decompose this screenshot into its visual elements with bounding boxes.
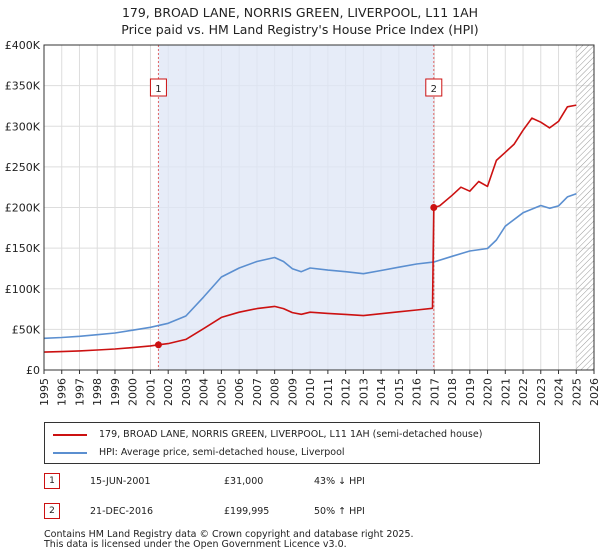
x-tick-label: 2024 <box>553 378 566 406</box>
y-tick-label: £300K <box>5 120 41 133</box>
x-tick-label: 1997 <box>73 378 86 406</box>
x-tick-label: 2003 <box>180 378 193 406</box>
sale-badge-2: 2 <box>44 503 60 519</box>
x-tick-label: 2006 <box>233 378 246 406</box>
footer-copyright: Contains HM Land Registry data © Crown c… <box>44 529 414 540</box>
footer-licence: This data is licensed under the Open Gov… <box>44 539 347 550</box>
sale-label-text: 2 <box>431 84 437 95</box>
hpi-line <box>43 192 577 340</box>
sale-badge-1: 1 <box>44 473 60 489</box>
y-tick-label: £350K <box>5 80 41 93</box>
chart-subtitle: Price paid vs. HM Land Registry's House … <box>121 22 479 37</box>
x-tick-label: 2023 <box>535 378 548 406</box>
x-tick-label: 2012 <box>340 378 353 406</box>
x-tick-label: 2017 <box>428 378 441 406</box>
sale-label-box <box>149 78 167 97</box>
y-tick-label: £150K <box>5 242 41 255</box>
x-tick-label: 2020 <box>482 378 495 406</box>
sale-label-text: 1 <box>155 84 161 95</box>
x-tick-label: 2021 <box>499 378 512 406</box>
sale-point <box>430 204 438 212</box>
sale-points <box>154 204 438 349</box>
x-tick-label: 2015 <box>393 378 406 406</box>
x-tick-label: 1999 <box>109 378 122 406</box>
x-tick-label: 2002 <box>162 378 175 406</box>
x-tick-label: 2007 <box>251 378 264 406</box>
y-tick-label: £200K <box>5 202 41 215</box>
y-tick-label: £100K <box>5 283 41 296</box>
sale-hpi-1: 43% ↓ HPI <box>314 476 365 487</box>
legend-label-hpi: HPI: Average price, semi-detached house,… <box>99 447 345 458</box>
legend: 179, BROAD LANE, NORRIS GREEN, LIVERPOOL… <box>44 422 540 464</box>
x-tick-label: 2001 <box>144 378 157 406</box>
x-tick-label: 2004 <box>198 378 211 406</box>
sale-price-1: £31,000 <box>224 476 264 487</box>
chart-title-block: 179, BROAD LANE, NORRIS GREEN, LIVERPOOL… <box>0 4 600 38</box>
x-tick-label: 1998 <box>91 378 104 406</box>
y-tick-label: £0 <box>26 364 40 377</box>
x-tick-label: 2005 <box>215 378 228 406</box>
sale-label-box <box>425 78 443 97</box>
legend-swatch-property <box>53 434 87 436</box>
x-tick-label: 2000 <box>127 378 140 406</box>
y-tick-label: £250K <box>5 161 41 174</box>
sale-hpi-2: 50% ↑ HPI <box>314 506 365 517</box>
sale-price-2: £199,995 <box>224 506 270 517</box>
chart-title: 179, BROAD LANE, NORRIS GREEN, LIVERPOOL… <box>121 5 479 20</box>
axes <box>43 44 595 371</box>
sale-date-2: 21-DEC-2016 <box>90 506 154 517</box>
x-tick-label: 2018 <box>446 378 459 406</box>
sale-period-shading <box>158 45 594 370</box>
y-tick-label: £400K <box>5 39 41 52</box>
legend-label-property: 179, BROAD LANE, NORRIS GREEN, LIVERPOOL… <box>99 429 483 440</box>
x-tick-label: 2019 <box>464 378 477 406</box>
legend-swatch-hpi <box>53 452 87 454</box>
x-tick-label: 2016 <box>411 378 424 406</box>
plot-frame <box>43 44 595 371</box>
ownership-shading <box>158 45 434 370</box>
footer: Contains HM Land Registry data © Crown c… <box>44 530 414 550</box>
price-chart: £0 £50K £100K £150K £200K £250K £300K £350K £400… <box>5 39 600 406</box>
sale-date-1: 15-JUN-2001 <box>90 476 151 487</box>
x-tick-label: 2010 <box>304 378 317 406</box>
x-tick-label: 2022 <box>517 378 530 406</box>
x-tick-label: 1995 <box>38 378 51 406</box>
x-tick-label: 2011 <box>322 378 335 406</box>
x-tick-label: 2025 <box>570 378 583 406</box>
x-tick-label: 2026 <box>588 378 600 406</box>
x-tick-label: 2013 <box>357 378 370 406</box>
x-tick-label: 2014 <box>375 378 388 406</box>
x-axis-ticks: 1995 1996 1997 1998 1999 2000 2001 2002 2003 2004… <box>38 370 600 406</box>
sale-point <box>154 341 162 349</box>
x-tick-label: 2009 <box>286 378 299 406</box>
forecast-hatch <box>576 45 594 370</box>
x-tick-label: 2008 <box>269 378 282 406</box>
x-tick-label: 1996 <box>56 378 69 406</box>
y-axis-ticks: £0 £50K £100K £150K £200K £250K £300K £350K £400… <box>5 39 41 377</box>
y-tick-label: £50K <box>12 323 41 336</box>
